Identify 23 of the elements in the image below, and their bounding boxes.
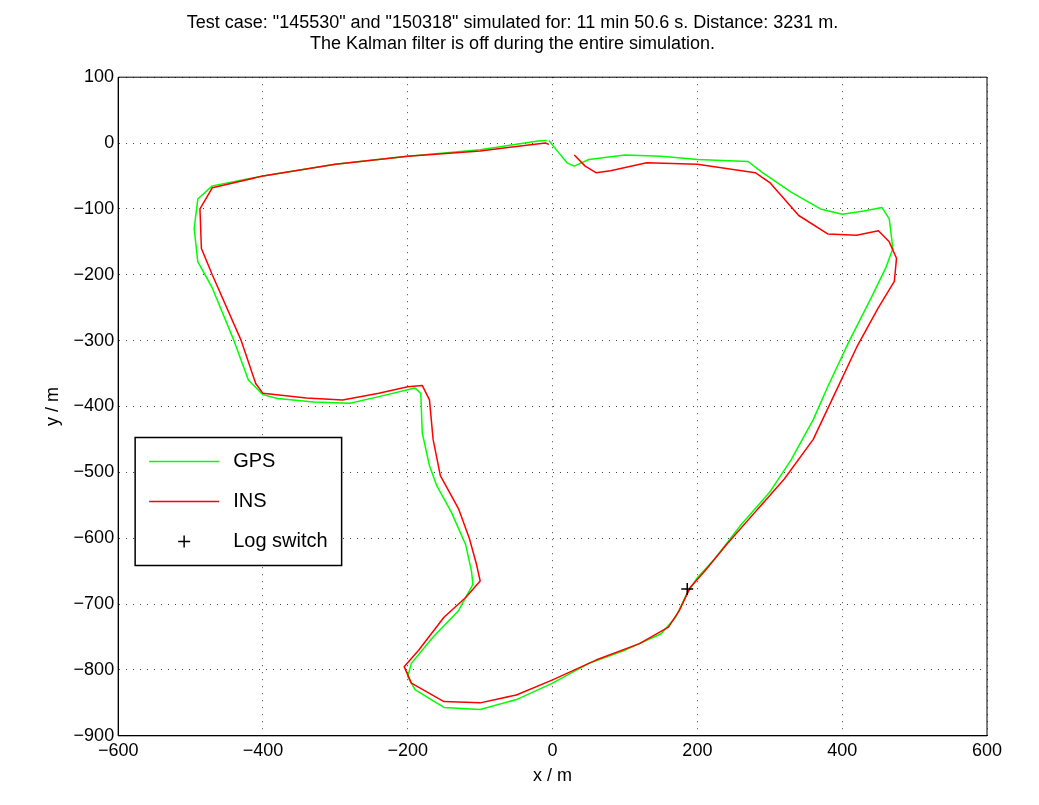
x-tick-label: −400 — [242, 739, 284, 760]
x-tick-label: 200 — [682, 739, 713, 760]
x-tick-label: 400 — [827, 739, 858, 760]
chart-title: Test case: "145530" and "150318" simulated for: 11 min 50.6 s. Distance: 3231 m. — [186, 11, 839, 32]
x-axis-title: x / m — [533, 765, 573, 786]
x-tick-label: 0 — [547, 739, 558, 760]
y-tick-label: −400 — [73, 395, 115, 416]
legend-label: Log switch — [233, 529, 328, 552]
legend-label: INS — [233, 489, 267, 512]
x-tick-label: −200 — [387, 739, 429, 760]
chart-subtitle: The Kalman filter is off during the entire simulation. — [310, 33, 715, 54]
y-tick-label: −700 — [73, 593, 115, 614]
y-tick-label: 0 — [104, 132, 115, 153]
y-tick-label: 100 — [84, 66, 115, 87]
y-tick-label: −600 — [73, 527, 115, 548]
y-tick-label: −200 — [73, 263, 115, 284]
y-tick-label: −800 — [73, 658, 115, 679]
y-axis-title: y / m — [41, 387, 62, 426]
y-tick-label: −300 — [73, 329, 115, 350]
legend-label: GPS — [233, 449, 276, 472]
x-tick-label: 600 — [971, 739, 1003, 760]
y-tick-label: −100 — [73, 197, 115, 218]
y-tick-label: −500 — [73, 461, 115, 482]
